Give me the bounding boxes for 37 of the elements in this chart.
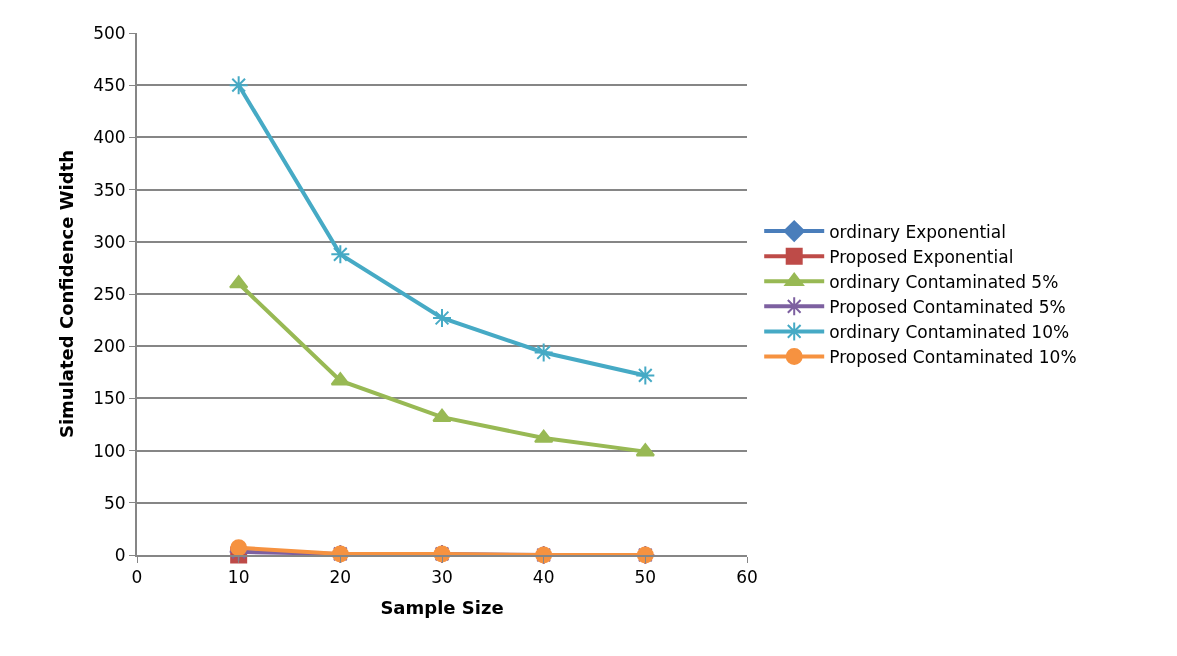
- y-tick-label: 0: [114, 544, 126, 565]
- y-tick-label: 500: [93, 22, 126, 43]
- point: [534, 429, 554, 443]
- point: [635, 365, 656, 386]
- legend-label: ordinary Contaminated 5%: [829, 271, 1059, 292]
- x-tick-label: 30: [431, 567, 453, 588]
- point: [432, 308, 452, 329]
- point: [330, 372, 350, 386]
- y-tick-label: 250: [93, 283, 126, 304]
- y-tick-label: 150: [93, 388, 126, 409]
- point: [330, 244, 351, 265]
- x-axis-title: Sample Size: [380, 597, 504, 618]
- point: [230, 539, 248, 557]
- y-tick-label: 50: [103, 492, 126, 513]
- legend-label: Proposed Exponential: [829, 246, 1014, 267]
- y-tick-label: 100: [93, 440, 126, 461]
- x-tick-label: 20: [329, 567, 352, 588]
- y-tick-label: 400: [93, 127, 126, 148]
- point: [635, 443, 655, 457]
- y-axis-title: Simulated Confidence Width: [55, 149, 77, 439]
- y-tick-label: 450: [93, 75, 126, 96]
- y-tick-label: 350: [93, 179, 126, 200]
- point: [432, 408, 452, 422]
- point: [228, 75, 249, 96]
- y-tick-label: 300: [93, 231, 126, 252]
- y-tick-label: 200: [93, 336, 126, 357]
- point: [533, 342, 554, 363]
- x-tick-label: 40: [532, 567, 555, 588]
- x-tick-label: 10: [227, 567, 250, 588]
- legend-label: Proposed Contaminated 5%: [829, 296, 1066, 317]
- x-tick-label: 0: [131, 567, 143, 588]
- x-tick-label: 50: [634, 567, 657, 588]
- legend-label: ordinary Exponential: [829, 221, 1006, 242]
- legend-label: ordinary Contaminated 10%: [829, 322, 1070, 343]
- point: [229, 275, 249, 289]
- x-tick-label: 60: [736, 567, 758, 588]
- legend-label: Proposed Contaminated 10%: [829, 347, 1077, 368]
